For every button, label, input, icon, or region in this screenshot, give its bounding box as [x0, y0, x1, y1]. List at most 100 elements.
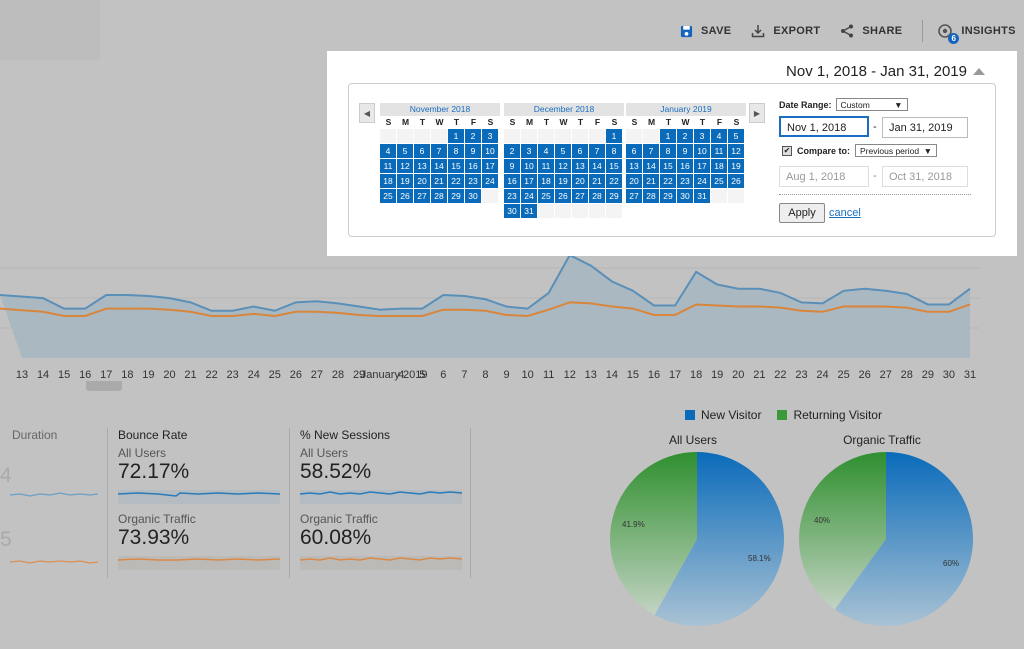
share-button[interactable]: SHARE — [840, 24, 902, 38]
calendar-day[interactable]: 25 — [380, 189, 397, 204]
calendar-day[interactable]: 2 — [504, 144, 521, 159]
calendar-day[interactable]: 11 — [711, 144, 728, 159]
calendar-day[interactable]: 13 — [572, 159, 589, 174]
calendar-day[interactable]: 23 — [677, 174, 694, 189]
calendar-day[interactable]: 10 — [694, 144, 711, 159]
calendar-day[interactable]: 14 — [431, 159, 448, 174]
calendar-day[interactable]: 29 — [448, 189, 465, 204]
calendar-day[interactable]: 8 — [448, 144, 465, 159]
calendar-day[interactable]: 1 — [606, 129, 623, 144]
calendar-day[interactable]: 18 — [711, 159, 728, 174]
calendar-day[interactable]: 5 — [397, 144, 414, 159]
pie-slice-returning-visitor[interactable] — [799, 452, 886, 610]
calendar-day[interactable]: 19 — [728, 159, 745, 174]
calendar-day[interactable]: 30 — [504, 204, 521, 219]
end-date-input[interactable]: Jan 31, 2019 — [882, 117, 968, 138]
calendar-day[interactable]: 15 — [448, 159, 465, 174]
chart-scroll-handle[interactable] — [86, 381, 122, 391]
calendar-day[interactable]: 10 — [521, 159, 538, 174]
calendar-day[interactable]: 6 — [414, 144, 431, 159]
calendar-day[interactable]: 9 — [465, 144, 482, 159]
calendar-day[interactable]: 22 — [660, 174, 677, 189]
start-date-input[interactable]: Nov 1, 2018 — [779, 116, 869, 137]
calendar-day[interactable]: 18 — [380, 174, 397, 189]
calendar-day[interactable]: 1 — [448, 129, 465, 144]
calendar-day[interactable]: 3 — [482, 129, 499, 144]
cancel-link[interactable]: cancel — [829, 207, 861, 219]
calendar-day[interactable]: 21 — [431, 174, 448, 189]
calendar-day[interactable]: 8 — [606, 144, 623, 159]
calendar-day[interactable]: 4 — [380, 144, 397, 159]
calendar-day[interactable]: 22 — [448, 174, 465, 189]
calendar-day[interactable]: 8 — [660, 144, 677, 159]
calendar-day[interactable]: 29 — [660, 189, 677, 204]
calendar-day[interactable]: 24 — [482, 174, 499, 189]
calendar-day[interactable]: 23 — [465, 174, 482, 189]
calendar-day[interactable]: 3 — [694, 129, 711, 144]
apply-button[interactable]: Apply — [779, 203, 825, 223]
calendar-day[interactable]: 31 — [694, 189, 711, 204]
calendar-day[interactable]: 20 — [572, 174, 589, 189]
calendar-day[interactable]: 14 — [643, 159, 660, 174]
calendar-day[interactable]: 12 — [555, 159, 572, 174]
calendar-day[interactable]: 15 — [606, 159, 623, 174]
calendar-day[interactable]: 1 — [660, 129, 677, 144]
calendar-day[interactable]: 28 — [643, 189, 660, 204]
calendar-day[interactable]: 15 — [660, 159, 677, 174]
calendar-day[interactable]: 26 — [397, 189, 414, 204]
calendar-day[interactable]: 12 — [728, 144, 745, 159]
calendar-day[interactable]: 16 — [465, 159, 482, 174]
calendar-day[interactable]: 6 — [626, 144, 643, 159]
calendar-day[interactable]: 27 — [414, 189, 431, 204]
calendar-day[interactable]: 3 — [521, 144, 538, 159]
calendar-day[interactable]: 16 — [504, 174, 521, 189]
calendar-day[interactable]: 19 — [555, 174, 572, 189]
calendar-day[interactable]: 14 — [589, 159, 606, 174]
calendar-day[interactable]: 12 — [397, 159, 414, 174]
calendar-day[interactable]: 9 — [677, 144, 694, 159]
calendar-day[interactable]: 18 — [538, 174, 555, 189]
calendar-day[interactable]: 21 — [643, 174, 660, 189]
export-button[interactable]: EXPORT — [751, 24, 820, 38]
calendar-day[interactable]: 25 — [538, 189, 555, 204]
calendar-day[interactable]: 19 — [397, 174, 414, 189]
calendar-day[interactable]: 23 — [504, 189, 521, 204]
calendar-day[interactable]: 11 — [380, 159, 397, 174]
save-button[interactable]: SAVE — [680, 25, 731, 38]
calendar-day[interactable]: 9 — [504, 159, 521, 174]
date-range-select[interactable]: Custom ▼ — [835, 98, 908, 111]
calendar-day[interactable]: 6 — [572, 144, 589, 159]
calendar-day[interactable]: 20 — [414, 174, 431, 189]
compare-select[interactable]: Previous period ▼ — [855, 144, 938, 157]
calendar-day[interactable]: 7 — [431, 144, 448, 159]
prev-month-button[interactable]: ◀ — [359, 103, 375, 123]
insights-button[interactable]: 6 INSIGHTS — [937, 23, 1015, 44]
calendar-day[interactable]: 31 — [521, 204, 538, 219]
calendar-day[interactable]: 28 — [431, 189, 448, 204]
calendar-day[interactable]: 2 — [465, 129, 482, 144]
date-range-toggle[interactable]: Nov 1, 2018 - Jan 31, 2019 — [786, 63, 985, 80]
calendar-day[interactable]: 17 — [482, 159, 499, 174]
calendar-day[interactable]: 30 — [465, 189, 482, 204]
calendar-day[interactable]: 7 — [643, 144, 660, 159]
calendar-day[interactable]: 7 — [589, 144, 606, 159]
calendar-day[interactable]: 27 — [572, 189, 589, 204]
calendar-day[interactable]: 24 — [694, 174, 711, 189]
calendar-day[interactable]: 5 — [728, 129, 745, 144]
calendar-day[interactable]: 20 — [626, 174, 643, 189]
next-month-button[interactable]: ▶ — [749, 103, 765, 123]
calendar-day[interactable]: 22 — [606, 174, 623, 189]
calendar-day[interactable]: 13 — [414, 159, 431, 174]
calendar-day[interactable]: 26 — [728, 174, 745, 189]
calendar-day[interactable]: 10 — [482, 144, 499, 159]
calendar-day[interactable]: 26 — [555, 189, 572, 204]
calendar-day[interactable]: 28 — [589, 189, 606, 204]
compare-end-input[interactable]: Oct 31, 2018 — [882, 166, 968, 187]
calendar-day[interactable]: 17 — [521, 174, 538, 189]
calendar-day[interactable]: 21 — [589, 174, 606, 189]
calendar-day[interactable]: 16 — [677, 159, 694, 174]
calendar-day[interactable]: 27 — [626, 189, 643, 204]
calendar-day[interactable]: 5 — [555, 144, 572, 159]
calendar-day[interactable]: 25 — [711, 174, 728, 189]
calendar-day[interactable]: 4 — [711, 129, 728, 144]
